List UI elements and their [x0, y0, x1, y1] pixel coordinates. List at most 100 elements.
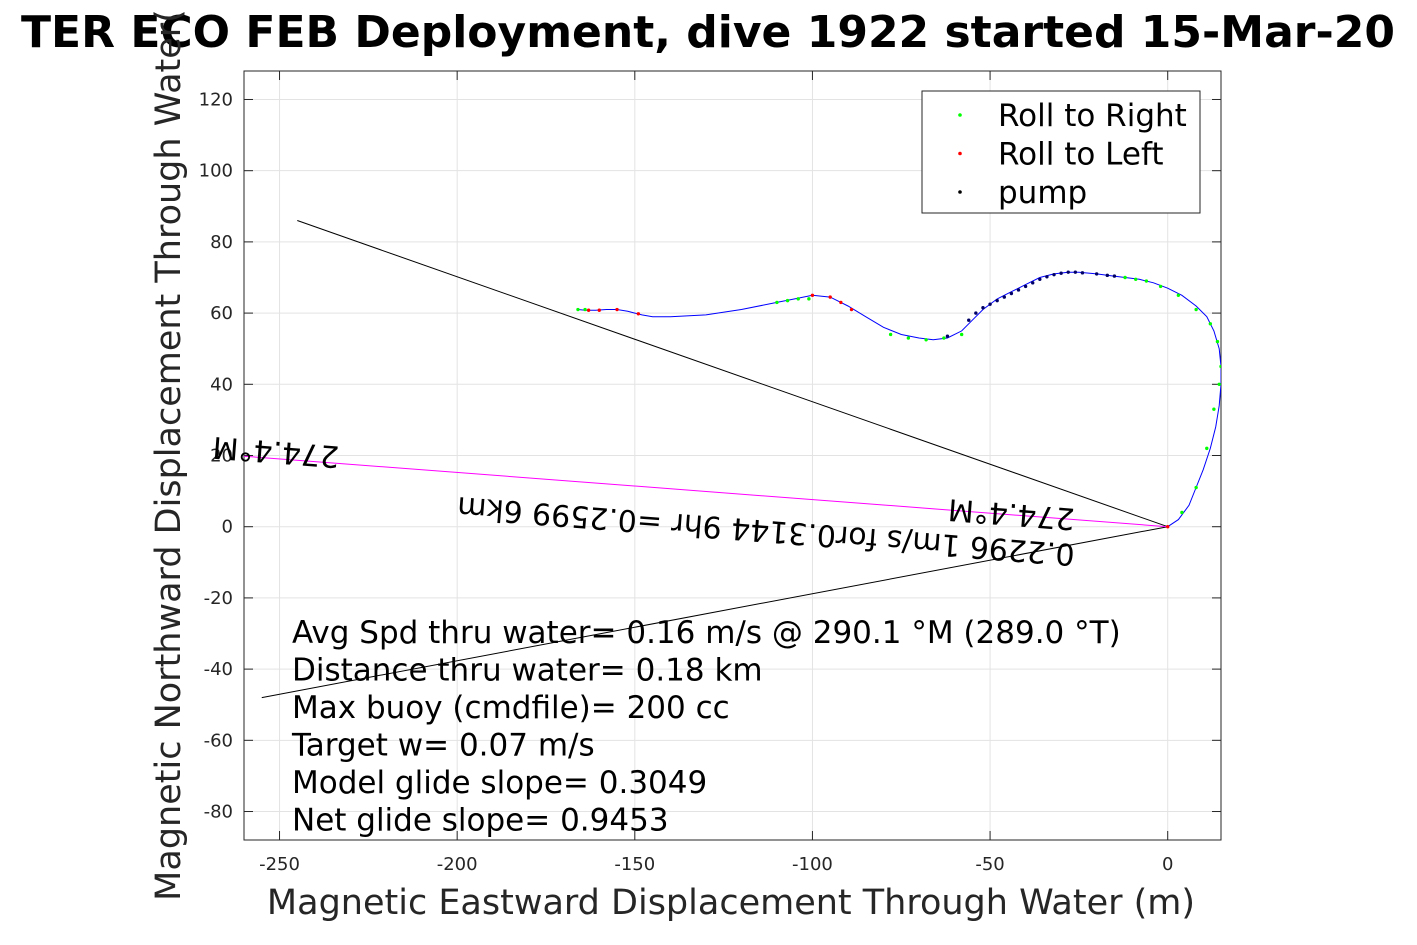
- stat-line-4: Target w= 0.07 m/s: [291, 728, 595, 764]
- roll-left-point: [849, 307, 854, 312]
- stat-line-5: Model glide slope= 0.3049: [292, 765, 707, 801]
- roll-right-point: [1217, 382, 1221, 386]
- roll-right-point: [1208, 322, 1213, 326]
- legend-marker-3: [958, 190, 962, 194]
- pump-point: [1023, 284, 1028, 289]
- y-tick-label: -20: [204, 588, 233, 609]
- roll-left-point: [636, 312, 641, 316]
- stat-line-3: Max buoy (cmdfile)= 200 cc: [292, 690, 730, 726]
- annotation-1: 274.4°M: [211, 429, 340, 474]
- y-tick-label: -60: [204, 730, 233, 751]
- roll-right-point: [1158, 284, 1163, 289]
- roll-right-point: [1180, 510, 1184, 515]
- roll-left-point: [828, 295, 832, 299]
- y-axis-label: Magnetic Northward Displacement Through …: [149, 9, 189, 901]
- dive-track-line: [577, 271, 1221, 528]
- roll-right-point: [1212, 407, 1216, 411]
- roll-left-point: [839, 300, 843, 305]
- pump-point: [1112, 274, 1117, 278]
- roll-right-point: [1134, 277, 1138, 281]
- pump-point: [988, 302, 992, 306]
- pump-point: [1002, 295, 1006, 299]
- roll-right-point: [807, 297, 811, 301]
- roll-right-point: [583, 307, 587, 312]
- roll-right-point: [924, 338, 928, 342]
- y-tick-label: 120: [199, 89, 233, 110]
- pump-point: [974, 311, 978, 315]
- roll-left-point: [1166, 525, 1170, 529]
- pump-point: [1016, 288, 1021, 292]
- roll-right-point: [906, 336, 911, 340]
- stats-text: Avg Spd thru water= 0.16 m/s @ 290.1 °M …: [291, 615, 1121, 839]
- pump-point: [1031, 281, 1035, 285]
- chart-title: TER ECO FEB Deployment, dive 1922 starte…: [21, 7, 1395, 58]
- roll-right-point: [1194, 485, 1198, 490]
- roll-right-point: [785, 298, 790, 303]
- x-tick-label: -150: [614, 854, 655, 875]
- x-tick-label: -100: [792, 854, 833, 875]
- pump-point: [945, 334, 950, 338]
- pump-point: [967, 318, 971, 322]
- pump-point: [1052, 272, 1056, 277]
- x-tick-label: -200: [437, 854, 478, 875]
- roll-left-point: [615, 307, 619, 312]
- roll-left-point: [810, 293, 815, 297]
- reference-line-1: [297, 220, 1168, 528]
- pump-point: [981, 306, 985, 310]
- roll-right-point: [1219, 364, 1221, 369]
- y-tick-label: -80: [204, 802, 233, 823]
- roll-right-point: [1123, 275, 1127, 280]
- roll-right-point: [1176, 293, 1181, 297]
- y-tick-label: 0: [222, 517, 233, 538]
- roll-right-point: [1215, 339, 1220, 344]
- roll-right-point: [1144, 279, 1149, 283]
- legend-box: [921, 90, 1201, 214]
- x-tick-label: 0: [1162, 854, 1173, 875]
- pump-point: [995, 298, 999, 303]
- roll-right-point: [942, 336, 946, 340]
- y-axis: -80 -60 -40 -20 0 20 40 60 80 100 120: [199, 89, 1221, 823]
- roll-right-point: [959, 332, 964, 337]
- pump-point: [1066, 270, 1070, 274]
- roll-right-point: [576, 307, 580, 312]
- roll-right-point: [796, 297, 800, 301]
- legend-label-3: pump: [998, 175, 1087, 211]
- roll-right-point: [1205, 446, 1209, 451]
- pump-point: [1059, 271, 1063, 275]
- y-tick-label: 60: [210, 303, 233, 324]
- y-tick-label: 40: [210, 374, 233, 395]
- stat-line-6: Net glide slope= 0.9453: [292, 803, 669, 839]
- x-tick-label: -50: [975, 854, 1004, 875]
- pump-point: [1105, 273, 1110, 278]
- legend-label-2: Roll to Left: [998, 137, 1164, 173]
- track-markers: [576, 270, 1221, 529]
- pump-point: [1073, 270, 1078, 274]
- roll-right-point: [888, 332, 893, 337]
- roll-right-point: [1194, 307, 1198, 312]
- stat-line-2: Distance thru water= 0.18 km: [292, 653, 763, 689]
- pump-point: [1009, 291, 1014, 296]
- x-axis: -250 -200 -150 -100 -50 0: [259, 71, 1173, 875]
- pump-point: [1094, 272, 1099, 276]
- reference-line-2: [261, 526, 1168, 699]
- y-tick-label: 100: [199, 161, 233, 182]
- y-tick-label: 80: [210, 232, 233, 253]
- x-axis-label: Magnetic Eastward Displacement Through W…: [267, 883, 1195, 923]
- pump-point: [1045, 275, 1049, 279]
- roll-left-point: [586, 308, 591, 312]
- y-tick-label: -40: [204, 659, 233, 680]
- x-tick-label: -250: [259, 854, 300, 875]
- pump-point: [1080, 271, 1085, 275]
- stat-line-1: Avg Spd thru water= 0.16 m/s @ 290.1 °M …: [292, 615, 1121, 651]
- legend-label-1: Roll to Right: [998, 98, 1187, 134]
- pump-point: [1038, 277, 1042, 281]
- reference-lines: [244, 220, 1168, 699]
- reference-line-3: [244, 455, 1168, 528]
- plot-content: [244, 220, 1221, 699]
- legend-marker-2: [958, 151, 962, 156]
- legend-marker-1: [958, 113, 962, 117]
- roll-left-point: [597, 308, 601, 312]
